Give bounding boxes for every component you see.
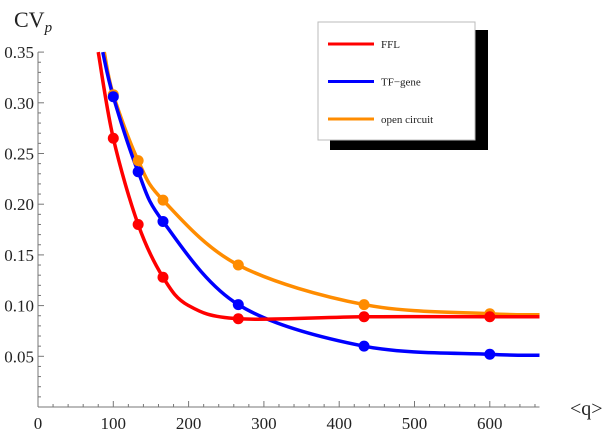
legend: FFL TF−gene open circuit bbox=[317, 21, 488, 150]
data-point bbox=[132, 218, 144, 230]
data-point bbox=[157, 215, 169, 227]
data-point bbox=[157, 194, 169, 206]
y-tick-label: 0.15 bbox=[4, 246, 34, 265]
y-tick-label: 0.05 bbox=[4, 347, 34, 366]
data-point bbox=[157, 271, 169, 283]
data-point bbox=[484, 311, 496, 323]
x-tick-label: 500 bbox=[402, 414, 428, 433]
x-axis-label: <q> bbox=[570, 398, 603, 420]
legend-label-0: FFL bbox=[381, 39, 400, 51]
data-point bbox=[107, 91, 119, 103]
x-tick-label: 400 bbox=[326, 414, 352, 433]
y-tick-label: 0.10 bbox=[4, 297, 34, 316]
data-point bbox=[358, 299, 370, 311]
axes: 0 100 200 300 400 500 600 0.05 0.10 0.15 0.20 0.25 0… bbox=[4, 43, 540, 433]
y-tick-label: 0.20 bbox=[4, 195, 34, 214]
data-point bbox=[484, 348, 496, 360]
data-point bbox=[232, 313, 244, 325]
x-tick-label: 600 bbox=[477, 414, 503, 433]
points bbox=[107, 89, 496, 360]
x-tick-label: 100 bbox=[101, 414, 127, 433]
data-point bbox=[358, 340, 370, 352]
data-point bbox=[132, 166, 144, 178]
data-point bbox=[107, 132, 119, 144]
x-tick-label: 200 bbox=[176, 414, 202, 433]
data-point bbox=[232, 259, 244, 271]
data-point bbox=[132, 155, 144, 167]
legend-label-2: open circuit bbox=[381, 114, 433, 126]
legend-label-1: TF−gene bbox=[381, 77, 421, 89]
y-axis-label: CVp bbox=[14, 7, 53, 36]
y-tick-label: 0.25 bbox=[4, 145, 34, 164]
x-tick-label: 0 bbox=[34, 414, 43, 433]
series-line-1 bbox=[101, 51, 540, 358]
y-tick-label: 0.35 bbox=[4, 43, 34, 62]
data-point bbox=[358, 311, 370, 323]
y-axis-label-subscript: p bbox=[44, 20, 53, 36]
series-line-0 bbox=[96, 51, 540, 322]
curves bbox=[96, 51, 540, 358]
y-tick-label: 0.30 bbox=[4, 94, 34, 113]
data-point bbox=[232, 299, 244, 311]
x-tick-label: 300 bbox=[251, 414, 277, 433]
